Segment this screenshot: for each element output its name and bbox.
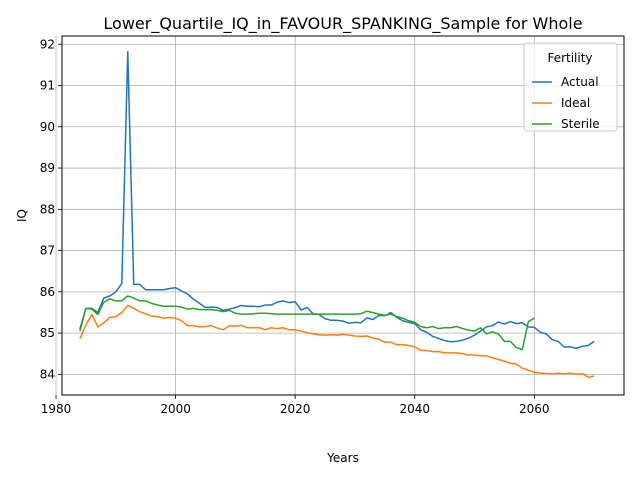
y-tick-label: 88 [40, 202, 55, 216]
y-tick-label: 87 [40, 244, 55, 258]
legend: Fertility Actual Ideal Sterile [524, 43, 617, 131]
x-axis-label: Years [326, 451, 359, 465]
y-tick-label: 90 [40, 120, 55, 134]
y-tick-label: 85 [40, 326, 55, 340]
x-tick-label: 2040 [399, 402, 430, 416]
x-tick-label: 2000 [160, 402, 191, 416]
x-tick-label: 1980 [41, 402, 72, 416]
x-tick-label: 2020 [280, 402, 311, 416]
legend-title: Fertility [547, 51, 592, 65]
y-tick-label: 92 [40, 37, 55, 51]
legend-label-ideal: Ideal [561, 96, 590, 110]
x-tick-label: 2060 [519, 402, 550, 416]
chart-title: Lower_Quartile_IQ_in_FAVOUR_SPANKING_Sam… [103, 14, 582, 34]
legend-label-sterile: Sterile [561, 117, 600, 131]
legend-label-actual: Actual [561, 75, 599, 89]
y-tick-label: 84 [40, 367, 55, 381]
y-tick-label: 91 [40, 79, 55, 93]
y-tick-label: 86 [40, 285, 55, 299]
y-tick-label: 89 [40, 161, 55, 175]
y-axis-label: IQ [15, 209, 29, 222]
